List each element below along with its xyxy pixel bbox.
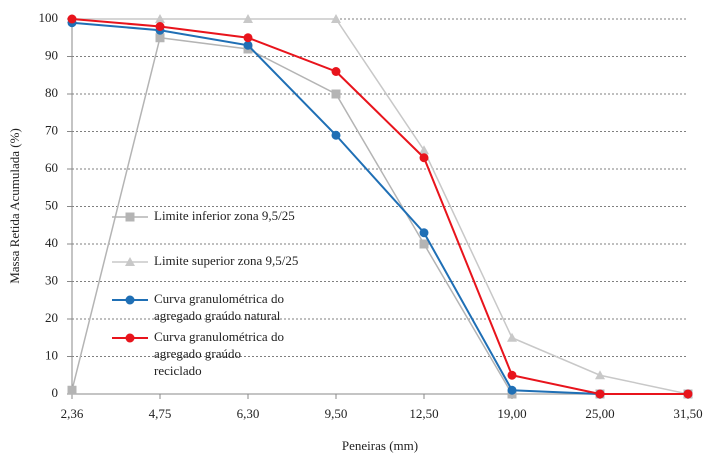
x-tick-label: 6,30 [237,406,260,421]
y-tick-label: 90 [45,47,58,62]
x-tick-label: 12,50 [409,406,438,421]
x-axis-label: Peneiras (mm) [342,438,418,453]
marker [155,14,165,23]
x-tick-label: 25,00 [585,406,614,421]
marker [507,332,517,342]
y-tick-label: 10 [45,347,58,362]
y-tick-label: 60 [45,160,58,175]
marker [331,67,341,76]
y-axis-label: Massa Retida Acumulada (%) [7,128,22,284]
x-tick-label: 31,50 [673,406,702,421]
x-tick-label: 2,36 [61,406,84,421]
legend-label: Limite superior zona 9,5/25 [154,253,298,268]
marker [243,14,253,23]
y-tick-label: 100 [39,10,59,25]
marker [331,14,341,23]
x-tick-label: 9,50 [325,406,348,421]
legend-label: Curva granulométrica do agregado graúdo re… [154,329,284,378]
series-line [71,21,688,395]
marker [67,14,77,24]
y-tick-label: 30 [45,272,58,287]
marker [125,333,135,343]
y-tick-label: 40 [45,235,58,250]
marker [243,40,253,50]
marker [125,257,135,266]
x-tick-label: 19,00 [497,406,526,421]
marker [243,33,253,43]
legend-label: Curva granulométrica do agregado graúdo n… [154,291,284,323]
marker [419,228,429,238]
marker [595,370,605,380]
marker [67,385,77,395]
marker [595,389,605,399]
marker [125,295,135,305]
marker [155,22,165,31]
marker [419,239,429,249]
marker [507,385,517,395]
marker [125,212,135,222]
series-line [72,18,689,395]
series-line [71,18,688,395]
marker [683,389,693,399]
marker [419,153,429,163]
x-tick-label: 4,75 [149,406,172,421]
y-tick-label: 50 [45,197,58,212]
y-tick-label: 20 [45,310,58,325]
marker [419,145,429,155]
marker [155,33,165,43]
marker [331,89,341,99]
legend-label: Limite inferior zona 9,5/25 [154,208,295,223]
y-tick-label: 70 [45,122,58,137]
y-tick-label: 80 [45,85,58,100]
y-tick-label: 0 [52,385,59,400]
marker [331,130,341,140]
marker [507,370,517,380]
